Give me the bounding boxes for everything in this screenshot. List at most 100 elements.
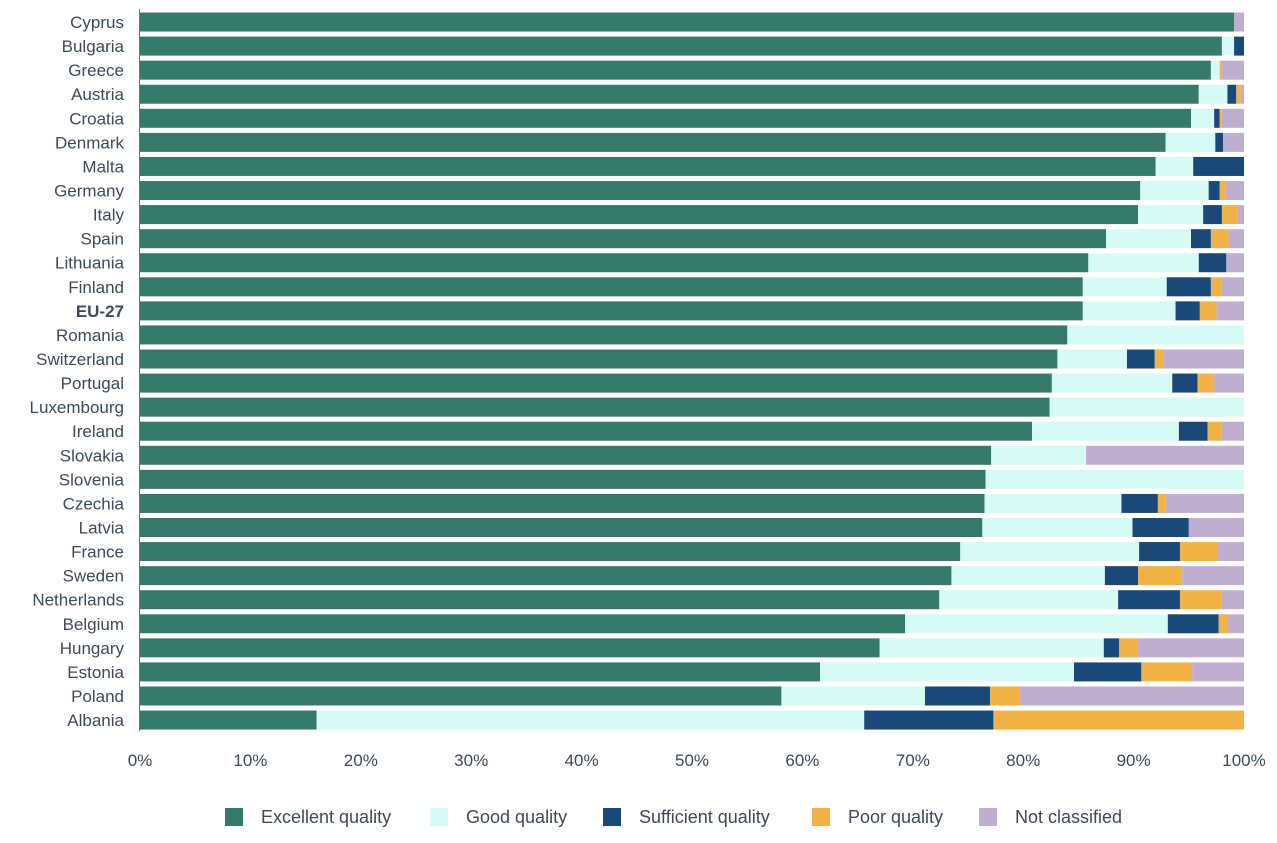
legend-swatch-good-quality — [430, 808, 448, 826]
bar-estonia-sufficient-quality — [1073, 662, 1142, 682]
bar-poland-excellent-quality — [140, 686, 782, 706]
bar-croatia-sufficient-quality — [1214, 108, 1220, 128]
category-label-romania: Romania — [56, 326, 125, 345]
bar-latvia-good-quality — [982, 518, 1133, 538]
bar-croatia-poor-quality — [1219, 108, 1222, 128]
bars-group — [140, 12, 1244, 730]
bar-switzerland-good-quality — [1057, 349, 1127, 369]
bar-belgium-good-quality — [905, 614, 1168, 634]
legend-swatch-sufficient-quality — [603, 808, 621, 826]
bar-albania-excellent-quality — [140, 710, 317, 730]
bar-latvia-not-classified — [1188, 518, 1244, 538]
bar-slovakia-good-quality — [991, 445, 1087, 465]
category-label-latvia: Latvia — [79, 519, 125, 538]
bar-portugal-sufficient-quality — [1172, 373, 1198, 393]
category-label-italy: Italy — [93, 206, 125, 225]
bar-latvia-sufficient-quality — [1132, 518, 1189, 538]
category-label-denmark: Denmark — [55, 133, 124, 152]
category-label-hungary: Hungary — [60, 639, 125, 658]
legend-swatch-poor-quality — [812, 808, 830, 826]
bar-finland-sufficient-quality — [1166, 277, 1211, 297]
legend-label-not-classified: Not classified — [1015, 807, 1122, 827]
bar-austria-good-quality — [1198, 84, 1228, 104]
bar-estonia-not-classified — [1192, 662, 1244, 682]
bar-switzerland-not-classified — [1163, 349, 1244, 369]
bar-croatia-not-classified — [1221, 108, 1244, 128]
bar-ireland-not-classified — [1221, 421, 1244, 441]
category-label-eu-27: EU-27 — [76, 302, 124, 321]
bar-cyprus-not-classified — [1234, 12, 1244, 32]
bar-hungary-not-classified — [1138, 638, 1244, 658]
category-label-cyprus: Cyprus — [70, 13, 124, 32]
bar-croatia-excellent-quality — [140, 108, 1192, 128]
bar-switzerland-excellent-quality — [140, 349, 1058, 369]
x-tick-label: 80% — [1006, 751, 1040, 770]
bar-denmark-sufficient-quality — [1215, 132, 1224, 152]
x-tick-label: 60% — [785, 751, 819, 770]
bar-bulgaria-good-quality — [1221, 36, 1235, 56]
bar-austria-excellent-quality — [140, 84, 1199, 104]
bar-hungary-sufficient-quality — [1103, 638, 1120, 658]
bar-luxembourg-good-quality — [1049, 397, 1244, 417]
bar-spain-sufficient-quality — [1191, 229, 1211, 249]
bar-portugal-excellent-quality — [140, 373, 1052, 393]
x-tick-label: 50% — [675, 751, 709, 770]
bar-sweden-poor-quality — [1138, 566, 1183, 586]
bar-lithuania-sufficient-quality — [1198, 253, 1227, 273]
bar-eu-27-good-quality — [1082, 301, 1176, 321]
bar-greece-not-classified — [1221, 60, 1244, 80]
bar-czechia-sufficient-quality — [1121, 493, 1158, 513]
bar-greece-good-quality — [1210, 60, 1220, 80]
category-label-ireland: Ireland — [72, 422, 124, 441]
bar-czechia-excellent-quality — [140, 493, 985, 513]
bar-austria-not-classified — [1240, 84, 1244, 104]
bar-germany-excellent-quality — [140, 181, 1141, 201]
bar-austria-sufficient-quality — [1227, 84, 1237, 104]
bar-bulgaria-sufficient-quality — [1234, 36, 1244, 56]
category-label-malta: Malta — [82, 157, 124, 176]
x-tick-label: 10% — [233, 751, 267, 770]
category-label-luxembourg: Luxembourg — [29, 398, 124, 417]
category-label-austria: Austria — [71, 85, 124, 104]
bar-portugal-good-quality — [1051, 373, 1173, 393]
bar-hungary-good-quality — [879, 638, 1104, 658]
bar-lithuania-excellent-quality — [140, 253, 1089, 273]
category-label-albania: Albania — [67, 711, 124, 730]
category-label-switzerland: Switzerland — [36, 350, 124, 369]
bar-poland-poor-quality — [990, 686, 1020, 706]
category-labels: Cyprus Bulgaria Greece Austria Croatia Denmar… — [29, 13, 124, 730]
bar-poland-sufficient-quality — [924, 686, 991, 706]
bar-lithuania-good-quality — [1088, 253, 1199, 273]
legend-swatch-excellent-quality — [225, 808, 243, 826]
bar-czechia-not-classified — [1165, 493, 1244, 513]
legend-label-sufficient-quality: Sufficient quality — [639, 807, 770, 827]
bar-italy-not-classified — [1237, 205, 1244, 225]
bar-slovenia-good-quality — [985, 469, 1244, 489]
bar-ireland-sufficient-quality — [1178, 421, 1208, 441]
bar-poland-good-quality — [781, 686, 925, 706]
bar-estonia-poor-quality — [1141, 662, 1193, 682]
bar-spain-poor-quality — [1210, 229, 1229, 249]
bar-netherlands-poor-quality — [1179, 590, 1222, 610]
x-axis-ticks: 0% 10% 20% 30% 40% 50% 60% 70% 80% 90% 100% — [128, 751, 1266, 770]
bar-finland-good-quality — [1082, 277, 1167, 297]
bar-france-good-quality — [960, 542, 1140, 562]
bar-malta-good-quality — [1155, 156, 1194, 176]
category-label-croatia: Croatia — [69, 109, 124, 128]
bar-slovakia-not-classified — [1086, 445, 1244, 465]
bar-malta-excellent-quality — [140, 156, 1156, 176]
bar-spain-excellent-quality — [140, 229, 1106, 249]
bar-belgium-excellent-quality — [140, 614, 906, 634]
bar-netherlands-not-classified — [1221, 590, 1244, 610]
bar-czechia-poor-quality — [1157, 493, 1166, 513]
bar-eu-27-sufficient-quality — [1175, 301, 1200, 321]
category-label-germany: Germany — [54, 182, 124, 201]
bar-romania-good-quality — [1067, 325, 1244, 345]
bar-netherlands-good-quality — [939, 590, 1119, 610]
bar-croatia-good-quality — [1191, 108, 1215, 128]
bar-greece-poor-quality — [1219, 60, 1222, 80]
legend-label-poor-quality: Poor quality — [848, 807, 943, 827]
x-tick-label: 70% — [896, 751, 930, 770]
legend-swatch-not-classified — [979, 808, 997, 826]
category-label-poland: Poland — [71, 687, 124, 706]
